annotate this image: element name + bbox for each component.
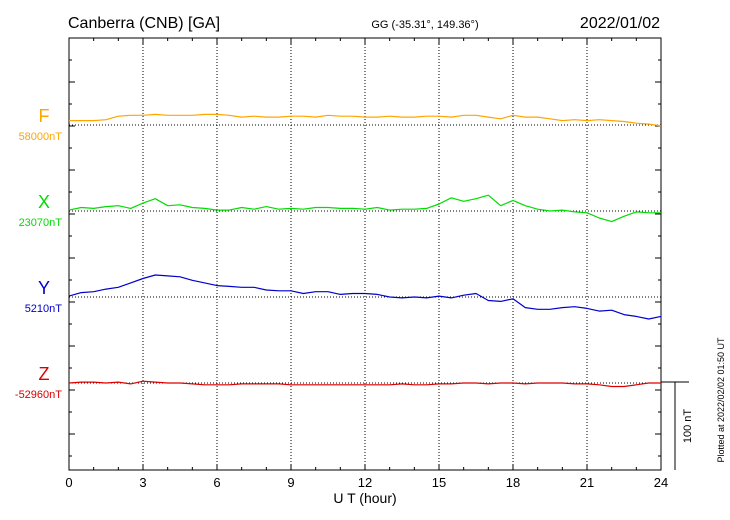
x-tick-label: 3 [139,475,146,490]
series-name-x: X [38,192,50,212]
axis-ticks: 0 3 6 9 12 15 18 21 24 [65,37,668,490]
series-line-f [69,113,662,127]
plotted-note: Plotted at 2022/02/02 01:50 UT [716,337,726,463]
x-tick-label: 0 [65,475,72,490]
x-tick-label: 18 [506,475,520,490]
scale-bar-label: 100 nT [682,409,694,444]
station-title: Canberra (CNB) [GA] [68,15,220,32]
series-line-z [68,380,661,388]
series-baseline-z: -52960nT [15,389,62,401]
x-tick-label: 21 [580,475,594,490]
series-baseline-y: 5210nT [25,303,63,315]
series-name-f: F [39,106,50,126]
series-line-y [68,274,662,320]
x-tick-label: 9 [287,475,294,490]
series-name-y: Y [38,278,50,298]
coords-label: GG (-35.31°, 149.36°) [371,19,478,31]
series-line-x [68,194,661,223]
series-lines [68,113,662,388]
series-baseline-f: 58000nT [19,131,63,143]
grid [69,38,661,470]
x-tick-label: 24 [654,475,668,490]
x-axis-label: U T (hour) [333,490,396,506]
series-labels: F 58000nT X 23070nT Y 5210nT Z -52960nT [15,106,62,401]
date-label: 2022/01/02 [580,15,660,32]
scale-bar: 100 nT [661,381,694,470]
series-name-z: Z [39,364,50,384]
x-tick-label: 12 [358,475,372,490]
series-baseline-x: 23070nT [19,217,63,229]
x-tick-label: 6 [213,475,220,490]
x-tick-label: 15 [432,475,446,490]
